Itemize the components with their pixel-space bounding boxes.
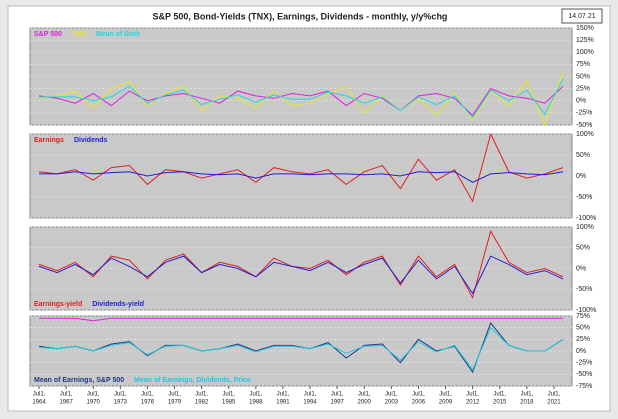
y-tick-label: -100% — [576, 215, 596, 222]
y-tick-label: -50% — [576, 122, 592, 129]
y-tick-label: 0% — [576, 348, 586, 355]
x-tick-month: Jul1, — [493, 392, 506, 398]
y-tick-label: 50% — [576, 73, 590, 80]
x-tick-month: Jul1, — [114, 392, 127, 398]
x-tick-label: 1985 — [222, 400, 236, 406]
y-tick-label: 25% — [576, 85, 590, 92]
x-tick-label: 2003 — [385, 400, 399, 406]
x-tick-label: 2021 — [547, 400, 561, 406]
x-tick-month: Jul1, — [520, 392, 533, 398]
x-tick-label: 1994 — [303, 400, 317, 406]
legend-entry: Mean of Earnings, S&P 500 — [34, 377, 124, 384]
x-tick-month: Jul1, — [141, 392, 154, 398]
x-tick-month: Jul1, — [412, 392, 425, 398]
x-tick-label: 1967 — [59, 400, 73, 406]
legend-entry: Mean of Earnings, Dividends, Price — [134, 377, 251, 384]
x-tick-label: 2000 — [358, 400, 372, 406]
x-tick-month: Jul1, — [60, 392, 73, 398]
x-tick-label: 1988 — [249, 400, 263, 406]
plot-area — [29, 315, 573, 387]
legend-entry: Earnings-yield — [34, 301, 82, 308]
x-tick-label: 2012 — [466, 400, 480, 406]
y-tick-label: 50% — [576, 152, 590, 159]
x-tick-label: 2006 — [412, 400, 426, 406]
x-tick-label: 1964 — [32, 400, 46, 406]
y-tick-label: 0% — [576, 98, 586, 105]
y-tick-label: -50% — [576, 371, 592, 378]
x-tick-month: Jul1, — [358, 392, 371, 398]
x-tick-month: Jul1, — [548, 392, 561, 398]
y-tick-label: 100% — [576, 224, 594, 231]
y-tick-label: -50% — [576, 194, 592, 201]
y-tick-label: -25% — [576, 360, 592, 367]
x-tick-month: Jul1, — [439, 392, 452, 398]
y-tick-label: 100% — [576, 49, 594, 56]
y-tick-label: -75% — [576, 383, 592, 390]
x-tick-label: 1997 — [330, 400, 344, 406]
x-tick-label: 1991 — [276, 400, 290, 406]
legend-entry: S&P 500 — [34, 31, 62, 38]
legend-entry: Mean of Both — [96, 31, 140, 38]
series-line — [39, 78, 564, 119]
y-tick-label: 100% — [576, 131, 594, 138]
date-box — [561, 8, 603, 24]
x-tick-label: 1973 — [114, 400, 128, 406]
y-tick-label: 25% — [576, 336, 590, 343]
series-line — [39, 171, 564, 183]
x-tick-label: 1979 — [168, 400, 182, 406]
x-tick-month: Jul1, — [249, 392, 262, 398]
x-tick-label: 1970 — [87, 400, 101, 406]
x-tick-label: 1982 — [195, 400, 209, 406]
y-tick-label: 75% — [576, 313, 590, 320]
series-line — [39, 317, 563, 322]
y-tick-label: 0% — [576, 265, 586, 272]
x-tick-month: Jul1, — [331, 392, 344, 398]
x-tick-month: Jul1, — [33, 392, 46, 398]
series-line — [38, 255, 564, 295]
series-line — [38, 71, 564, 125]
x-tick-label: 2009 — [439, 400, 453, 406]
plot-area — [29, 133, 573, 219]
y-tick-label: -25% — [576, 110, 592, 117]
legend-entry: Dividends-yield — [92, 301, 144, 308]
chart-title: S&P 500, Bond-Yields (TNX), Earnings, Di… — [153, 11, 448, 21]
x-tick-month: Jul1, — [385, 392, 398, 398]
legend-entry: TNX — [72, 31, 86, 38]
series-line — [38, 85, 564, 117]
y-tick-label: -100% — [576, 307, 596, 314]
x-tick-month: Jul1, — [222, 392, 235, 398]
x-tick-month: Jul1, — [87, 392, 100, 398]
y-tick-label: 75% — [576, 61, 590, 68]
date-stamp: 14.07.21 — [568, 13, 595, 20]
series-line — [38, 326, 564, 371]
x-tick-month: Jul1, — [304, 392, 317, 398]
y-tick-label: 150% — [576, 25, 594, 32]
legend-entry: Earnings — [34, 137, 64, 144]
y-tick-label: 50% — [576, 245, 590, 252]
x-tick-month: Jul1, — [277, 392, 290, 398]
series-line — [38, 134, 564, 203]
legend-entry: Dividends — [74, 137, 108, 144]
y-tick-label: -50% — [576, 286, 592, 293]
y-tick-label: 0% — [576, 173, 586, 180]
x-tick-label: 2018 — [520, 400, 534, 406]
x-tick-month: Jul1, — [466, 392, 479, 398]
x-tick-month: Jul1, — [168, 392, 181, 398]
x-tick-label: 2015 — [493, 400, 507, 406]
x-tick-month: Jul1, — [195, 392, 208, 398]
y-tick-label: 50% — [576, 325, 590, 332]
x-tick-label: 1976 — [141, 400, 155, 406]
y-tick-label: 125% — [576, 37, 594, 44]
